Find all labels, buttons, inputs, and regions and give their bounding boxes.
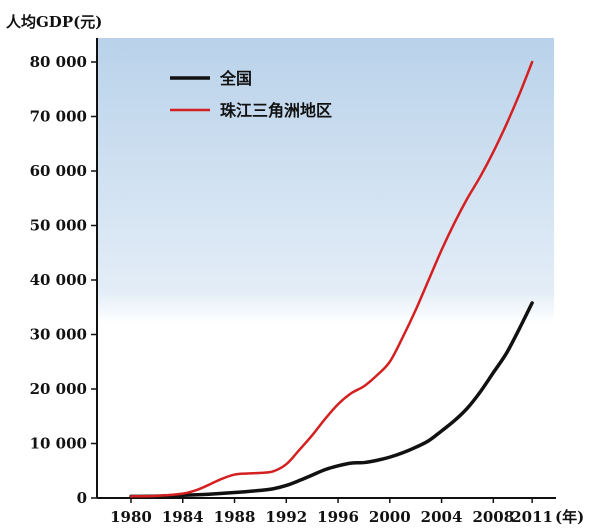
plot-background <box>97 38 554 498</box>
x-tick-label: 2008 <box>472 508 514 526</box>
x-tick-label: 2000 <box>369 508 411 526</box>
y-tick-label: 50 000 <box>30 217 87 235</box>
legend-label-national: 全国 <box>219 69 252 88</box>
series-line-national <box>129 301 534 499</box>
x-tick-label: 1984 <box>162 508 204 526</box>
y-axis-title: 人均GDP(元) <box>6 13 102 31</box>
legend-label-prd: 珠江三角洲地区 <box>220 101 332 120</box>
y-tick-label: 30 000 <box>30 326 87 344</box>
legend: 全国 珠江三角洲地区 <box>170 69 332 120</box>
y-tick-label: 20 000 <box>30 380 87 398</box>
x-tick-label: 1996 <box>317 508 359 526</box>
y-tick-label: 0 <box>77 489 87 507</box>
y-tick-label: 70 000 <box>30 108 87 126</box>
x-tick-label: 1980 <box>110 508 152 526</box>
y-tick-label: 60 000 <box>30 162 87 180</box>
y-tick-label: 10 000 <box>30 435 87 453</box>
x-tick-label: 1992 <box>265 508 307 526</box>
y-tick-label: 80 000 <box>30 53 87 71</box>
x-tick-label: 2004 <box>421 508 463 526</box>
x-tick-label: 1988 <box>214 508 256 526</box>
y-tick-label: 40 000 <box>30 271 87 289</box>
x-axis-unit: (年) <box>555 508 584 526</box>
x-tick-label: 2011 <box>511 508 553 526</box>
series-line-prd <box>129 60 534 498</box>
